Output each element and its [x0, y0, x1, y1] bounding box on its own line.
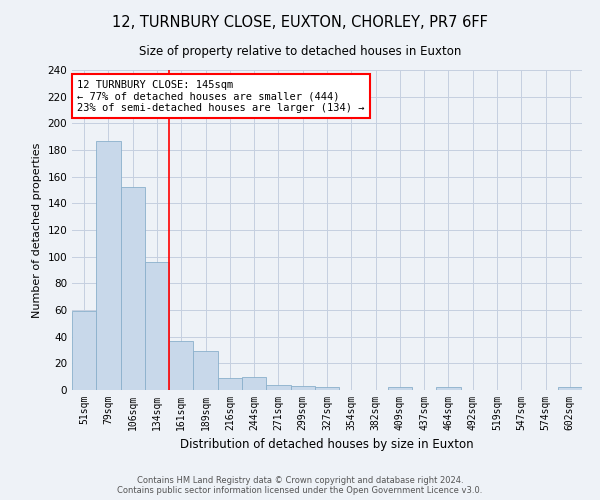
Bar [388, 388, 412, 390]
Text: 12, TURNBURY CLOSE, EUXTON, CHORLEY, PR7 6FF: 12, TURNBURY CLOSE, EUXTON, CHORLEY, PR7… [112, 15, 488, 30]
Bar [290, 386, 315, 390]
Text: Size of property relative to detached houses in Euxton: Size of property relative to detached ho… [139, 45, 461, 58]
Bar [266, 384, 290, 390]
Text: Contains HM Land Registry data © Crown copyright and database right 2024.
Contai: Contains HM Land Registry data © Crown c… [118, 476, 482, 495]
Text: 12 TURNBURY CLOSE: 145sqm
← 77% of detached houses are smaller (444)
23% of semi: 12 TURNBURY CLOSE: 145sqm ← 77% of detac… [77, 80, 365, 113]
Bar [436, 388, 461, 390]
Bar [315, 388, 339, 390]
Bar [96, 140, 121, 390]
Bar [242, 376, 266, 390]
X-axis label: Distribution of detached houses by size in Euxton: Distribution of detached houses by size … [180, 438, 474, 452]
Bar [218, 378, 242, 390]
Y-axis label: Number of detached properties: Number of detached properties [32, 142, 42, 318]
Bar [193, 352, 218, 390]
Bar [145, 262, 169, 390]
Bar [169, 340, 193, 390]
Bar [558, 388, 582, 390]
Bar [121, 188, 145, 390]
Bar [72, 312, 96, 390]
